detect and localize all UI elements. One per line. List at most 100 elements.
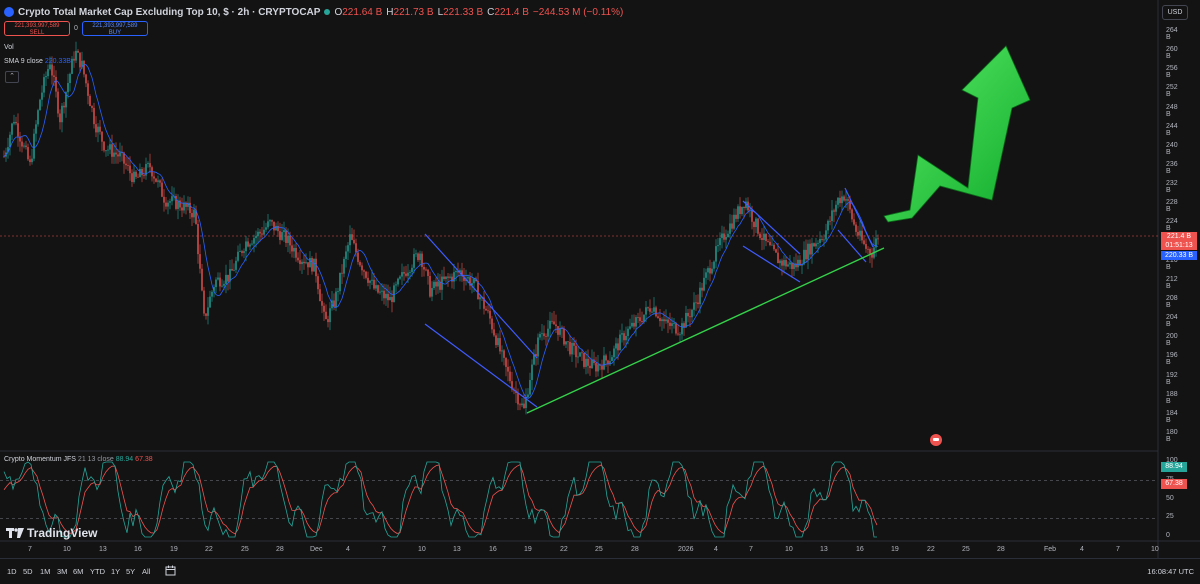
candle-body [521, 403, 523, 406]
buy-button[interactable]: 221,393,997,589 BUY [81, 21, 148, 36]
candle-body [531, 364, 533, 381]
time-tick-label: 28 [997, 546, 1005, 553]
candle-body [753, 221, 755, 228]
candle-body [229, 268, 231, 282]
candle-body [415, 253, 417, 255]
candle-body [51, 64, 53, 76]
candle-body [387, 293, 389, 301]
candle-body [263, 229, 265, 235]
candle-body [23, 145, 25, 147]
tradingview-logo-icon [6, 528, 24, 538]
candle-body [503, 350, 505, 358]
calendar-icon[interactable] [165, 565, 176, 576]
candle-body [651, 311, 653, 313]
range-1d-button[interactable]: 1D [7, 567, 17, 576]
oscillator-params: 21 13 close [77, 456, 114, 463]
candle-body [211, 291, 213, 297]
oscillator-tick-label: 25 [1166, 513, 1174, 521]
symbol-title[interactable]: Crypto Total Market Cap Excluding Top 10… [18, 6, 321, 18]
candle-body [103, 141, 105, 151]
time-tick-label: 25 [241, 546, 249, 553]
candle-body [123, 152, 125, 164]
candle-body [175, 195, 177, 209]
spread-value: 0 [74, 25, 78, 32]
range-3m-button[interactable]: 3M [57, 567, 68, 576]
candle-body [421, 253, 423, 267]
candle-body [723, 233, 725, 240]
candle-body [649, 308, 651, 312]
blue-trendline [424, 233, 538, 359]
volume-indicator-label[interactable]: Vol [4, 44, 14, 51]
alert-flag-icon[interactable] [930, 434, 942, 446]
candle-body [157, 180, 159, 182]
candle-body [129, 165, 131, 174]
candle-body [221, 285, 223, 287]
tradingview-logo[interactable]: TradingView [6, 526, 97, 540]
candle-body [359, 261, 361, 266]
candle-body [207, 307, 209, 316]
candle-body [787, 264, 789, 267]
candle-body [835, 204, 837, 212]
candle-body [563, 328, 565, 345]
candle-body [239, 251, 241, 252]
candle-body [73, 58, 75, 61]
candle-body [793, 263, 795, 269]
time-tick-label: 22 [560, 546, 568, 553]
candle-body [607, 360, 609, 365]
candle-body [537, 337, 539, 357]
time-tick-label: 10 [63, 546, 71, 553]
chevron-up-icon[interactable]: ⌃ [5, 71, 19, 83]
range-1m-button[interactable]: 1M [40, 567, 51, 576]
candle-body [741, 206, 743, 215]
candle-body [59, 113, 61, 123]
candle-body [87, 83, 89, 96]
candle-body [409, 272, 411, 273]
range-5y-button[interactable]: 5Y [126, 567, 136, 576]
range-ytd-button[interactable]: YTD [90, 567, 105, 576]
candle-body [621, 333, 623, 335]
candle-body [189, 202, 191, 214]
currency-selector[interactable]: USD [1162, 5, 1188, 20]
sma-indicator-label[interactable]: SMA 9 close 220.33B [4, 58, 71, 65]
candle-body [501, 350, 503, 352]
candle-body [29, 159, 31, 163]
candle-body [511, 381, 513, 390]
candle-body [729, 223, 731, 234]
candle-body [591, 359, 593, 369]
sell-button[interactable]: 221,393,997,589 SELL [4, 21, 70, 36]
candle-body [141, 168, 143, 176]
blue-trendline [742, 245, 801, 283]
candle-body [335, 291, 337, 308]
candle-body [453, 272, 455, 282]
symbol-header[interactable]: Crypto Total Market Cap Excluding Top 10… [4, 5, 623, 19]
candle-body [497, 338, 499, 346]
candle-body [717, 245, 719, 247]
oscillator-tick-label: 0 [1166, 532, 1170, 539]
candle-body [235, 260, 237, 270]
candle-body [15, 121, 17, 124]
oscillator-tick-label: 100 [1166, 457, 1178, 464]
range-1y-button[interactable]: 1Y [111, 567, 121, 576]
candle-body [813, 243, 815, 247]
candle-body [781, 260, 783, 266]
candle-body [657, 316, 659, 319]
candle-body [627, 328, 629, 336]
range-6m-button[interactable]: 6M [73, 567, 84, 576]
range-5d-button[interactable]: 5D [23, 567, 33, 576]
time-tick-label: 16 [489, 546, 497, 553]
clock-utc[interactable]: 16:08:47 UTC [1147, 567, 1194, 576]
candle-body [763, 233, 765, 241]
candle-body [547, 328, 549, 337]
candle-body [677, 333, 679, 335]
candle-body [407, 272, 409, 276]
candle-body [13, 121, 15, 124]
candle-body [325, 311, 327, 320]
candle-body [671, 323, 673, 326]
oscillator-label[interactable]: Crypto Momentum JFS 21 13 close 88.94 67… [4, 456, 153, 463]
range-all-button[interactable]: All [142, 567, 151, 576]
candle-body [401, 272, 403, 277]
candle-body [833, 210, 835, 212]
ohlc-change: −244.53 M (−0.11%) [532, 6, 624, 18]
candle-body [247, 241, 249, 247]
